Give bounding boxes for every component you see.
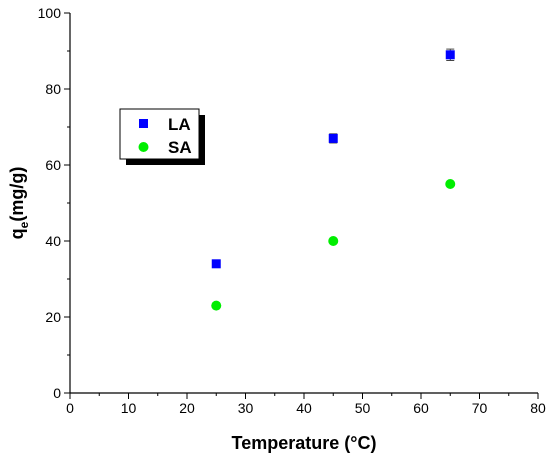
- x-axis-title: Temperature (°C): [232, 433, 377, 453]
- x-tick-label: 20: [179, 400, 195, 416]
- data-point-sa: [328, 236, 339, 246]
- x-tick-label: 60: [413, 400, 429, 416]
- axes: [69, 13, 538, 394]
- y-tick-label: 100: [38, 5, 62, 21]
- data-point-la: [328, 133, 338, 143]
- y-tick-label: 60: [45, 157, 61, 173]
- x-tick-label: 50: [355, 400, 371, 416]
- legend-box: [119, 108, 200, 160]
- x-tick-label: 40: [296, 400, 312, 416]
- y-tick-label: 40: [45, 233, 61, 249]
- x-tick-label: 80: [530, 400, 546, 416]
- x-tick-label: 70: [472, 400, 488, 416]
- tick-group: 0 10 20 30 40 50 60 70 80 0 20 40 60 80 100: [38, 5, 546, 416]
- data-point-sa: [211, 300, 222, 311]
- x-tick-label: 10: [121, 400, 137, 416]
- legend-marker-la: [139, 119, 148, 128]
- legend-marker-sa: [138, 142, 149, 152]
- legend: LA SA: [119, 108, 205, 165]
- y-tick-label: 20: [45, 309, 61, 325]
- data-point-sa: [445, 179, 456, 189]
- data-marks: [211, 48, 456, 311]
- y-axis-title-unit: (mg/g): [7, 167, 27, 222]
- y-axis-title-sub: e: [17, 221, 31, 228]
- x-tick-label: 30: [238, 400, 254, 416]
- data-point-la: [211, 259, 221, 269]
- y-tick-label: 0: [53, 385, 61, 401]
- y-axis-title: qe(mg/g): [7, 167, 31, 240]
- legend-label-sa: SA: [168, 138, 192, 157]
- legend-label-la: LA: [168, 115, 191, 134]
- y-axis-title-main: q: [7, 228, 27, 239]
- y-tick-label: 80: [45, 81, 61, 97]
- data-point-la: [445, 50, 455, 60]
- x-tick-label: 0: [66, 400, 74, 416]
